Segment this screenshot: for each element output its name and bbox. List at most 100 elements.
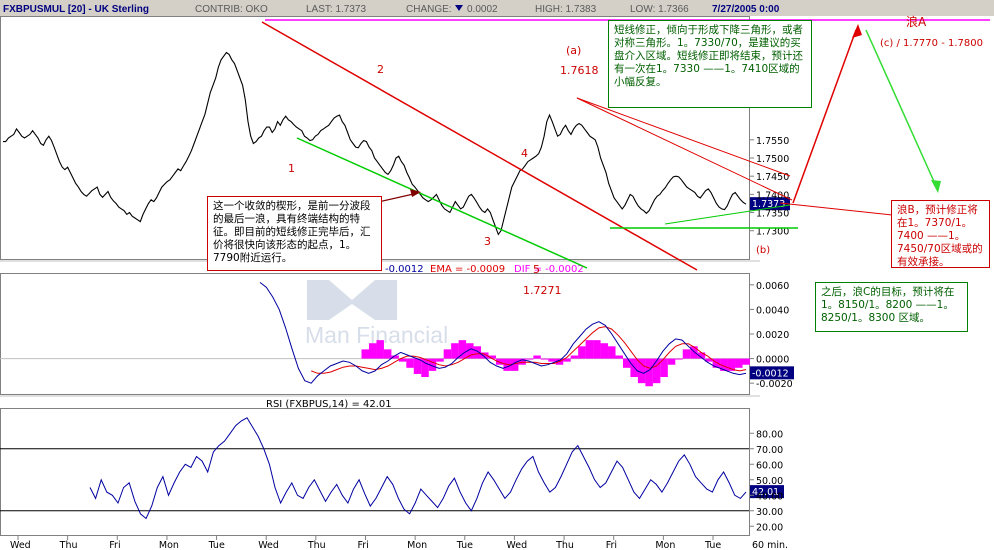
dif-histogram-bar [458, 340, 467, 359]
dif-histogram-bar [690, 346, 698, 359]
dif-histogram-bar [466, 343, 474, 359]
last-rsi-tag [750, 485, 784, 499]
change-down-icon [455, 5, 463, 11]
dif-histogram-bar [383, 349, 392, 359]
dif-histogram-bar [600, 343, 609, 359]
axis-layer: 1.7300 1.7350 1.7400 1.7450 1.7500 1.7550 0.00… [10, 136, 793, 550]
rsi-axis-tick-label: 40.00 [756, 491, 783, 502]
change-value: 0.0002 [467, 4, 498, 15]
dif-histogram-bar [578, 346, 586, 359]
rsi-axis-tick-label: 20.00 [756, 522, 783, 533]
x-axis-label: Thu [59, 540, 78, 550]
wedge-lower-line [296, 137, 588, 269]
price-axis-tick-label: 1.7350 [756, 209, 789, 220]
dif-histogram-bar [593, 340, 601, 359]
dif-histogram-bar [428, 358, 437, 371]
date-label: 7/27/2005 0:00 [712, 4, 780, 15]
arrow-head-icon [852, 24, 862, 38]
dif-histogram-bar [570, 355, 579, 359]
dif-histogram-bar [563, 358, 571, 362]
wave-label-b: (b) [756, 245, 770, 256]
dif-histogram-bar [510, 358, 519, 371]
dif-histogram-bar [525, 358, 534, 360]
x-axis-label: Mon [407, 540, 427, 550]
dif-histogram-bar [667, 358, 676, 365]
contrib-label: CONTRIB: OKO [195, 4, 268, 15]
note-wave-c: 之后，浪C的目标，预计将在1。8150/1。8200 ——1。8250/1。83… [815, 282, 968, 332]
wave-low-value: 1.7271 [523, 284, 562, 297]
rsi-axis-tick-label: 70.00 [756, 445, 783, 456]
dif-histogram-bar [637, 358, 646, 384]
x-axis-unit: 60 min. [752, 540, 788, 550]
last-macd-tag [750, 366, 794, 380]
macd-axis-tick-label: -0.0020 [756, 379, 793, 390]
ema-series-line [311, 326, 747, 374]
x-axis-label: Tue [208, 540, 225, 550]
wave-label-5: 5 [533, 263, 540, 276]
x-axis-label: Fri [606, 540, 617, 550]
dif-histogram-bar [406, 358, 414, 368]
note-wedge-text: 这一个收敛的楔形，是前一分波段的最后一浪，具有终端结构的特征。即目前的短线修正完… [213, 200, 371, 264]
last-label: LAST: 1.7373 [306, 4, 366, 15]
wave-label-1: 1 [288, 162, 295, 175]
macd-axis-tick-label: 0.0060 [756, 281, 789, 292]
symbol-title: FXBPUSMUL [20] - UK Sterling [3, 4, 149, 15]
price-axis-tick-label: 1.7400 [756, 190, 789, 201]
macd-axis-tick-label: 0.0040 [756, 305, 789, 316]
dif-histogram-bar [548, 358, 556, 362]
x-axis-label: Fri [358, 540, 369, 550]
dif-histogram-bar [488, 355, 496, 359]
dif-histogram-bar [615, 355, 623, 359]
x-axis-label: Tue [456, 540, 473, 550]
dif-histogram-bar [622, 358, 631, 368]
dif-histogram-bar [682, 349, 691, 359]
note-wave-b-text: 浪B，预计修正将在1。7370/1。7400 ——1。7450/70区域或的有效… [897, 204, 983, 268]
rsi-series-line [89, 417, 747, 520]
dif-histogram-bar [585, 340, 594, 359]
wave-label-a: (a) [566, 44, 581, 57]
price-axis-tick-label: 1.7300 [756, 227, 789, 238]
x-axis-label: Wed [258, 540, 279, 550]
x-axis-label: Mon [655, 540, 675, 550]
dif-histogram-bar [376, 340, 384, 359]
dif-histogram-bar [608, 346, 616, 359]
note-short-term: 短线修正，倾向于形成下降三角形，或者对称三角形。1。7330/70，是建议的买盘… [608, 20, 812, 108]
dif-histogram-bar [473, 346, 482, 359]
wave-a-label: 浪A [906, 14, 927, 29]
dif-histogram-bar [660, 358, 668, 378]
price-axis-tick-label: 1.7450 [756, 172, 789, 183]
header-bar [0, 0, 994, 16]
x-axis-label: Fri [109, 540, 120, 550]
dif-histogram-bar [652, 358, 661, 384]
x-axis-label: Thu [307, 540, 326, 550]
x-axis-label: Tue [704, 540, 721, 550]
rsi-axis-tick-label: 50.00 [756, 476, 783, 487]
wave-high-value: 1.7618 [560, 64, 599, 77]
last-macd-tag-label: -0.0012 [752, 368, 789, 379]
pointer-line [779, 202, 893, 216]
note-wedge: 这一个收敛的楔形，是前一分波段的最后一浪，具有终端结构的特征。即目前的短线修正完… [207, 196, 382, 271]
macd-legend-label: -0.0012 [385, 264, 424, 275]
macd-axis-tick-label: 0.0000 [756, 355, 789, 366]
change-label: CHANGE: [406, 4, 452, 15]
triangle-lower-line [664, 204, 791, 225]
dif-histogram-bar [533, 355, 541, 359]
note-wave-c-text: 之后，浪C的目标，预计将在1。8150/1。8200 ——1。8250/1。83… [821, 286, 955, 324]
rsi-layer: 42.01 RSI (FXBPUS,14) = 42.01 [0, 399, 784, 520]
dif-histogram-bar [712, 358, 721, 368]
dif-histogram-bar [413, 358, 422, 374]
rsi-axis-tick-label: 80.00 [756, 429, 783, 440]
last-rsi-tag-label: 42.01 [752, 487, 779, 498]
dif-histogram-bar [391, 355, 399, 359]
dif-histogram-bar [451, 343, 459, 359]
dif-histogram-bar [421, 358, 429, 378]
dif-histogram-bar [720, 358, 728, 371]
price-axis-tick-label: 1.7550 [756, 136, 789, 147]
dif-histogram-bar [540, 358, 549, 360]
dif-histogram-bar [705, 358, 713, 362]
arrow-head-icon [410, 189, 421, 197]
dif-histogram-bar [495, 358, 504, 365]
price-series-line [3, 51, 747, 236]
